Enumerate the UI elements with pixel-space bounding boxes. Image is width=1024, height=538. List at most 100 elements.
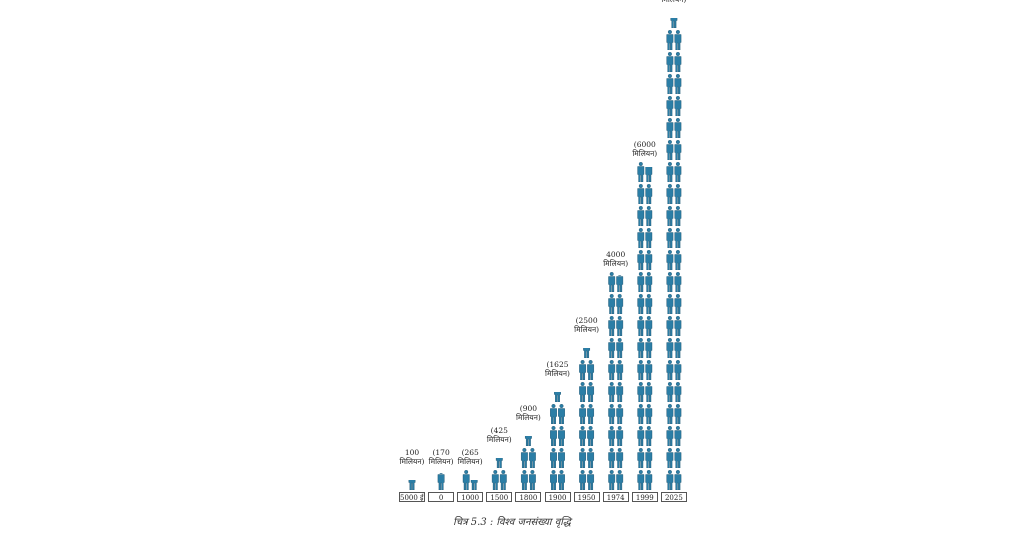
person-head [559, 404, 564, 409]
person-icon [608, 426, 616, 446]
person-body [408, 480, 416, 490]
person-icon [645, 166, 653, 183]
person-icon [616, 426, 624, 446]
person-body [666, 56, 674, 72]
person-icon [525, 436, 532, 446]
person-body [674, 254, 682, 270]
person-icon [637, 404, 645, 424]
person-body [645, 232, 653, 248]
person-body [674, 364, 682, 380]
person-body [550, 452, 557, 468]
person-head [638, 228, 643, 232]
person-icon [608, 404, 616, 424]
x-tick-label: 2025 [660, 492, 687, 502]
person-body [637, 276, 645, 292]
person-head [646, 448, 651, 453]
person-body [579, 430, 586, 446]
caption: चित्र 5.3 : विश्व जनसंख्या वृद्धि [453, 517, 571, 528]
person-head [493, 470, 498, 475]
person-icon [616, 338, 624, 358]
value-label: (425 मिलियन) [486, 426, 512, 444]
person-icon [666, 404, 674, 424]
person-icon [579, 382, 586, 402]
person-icon [521, 448, 528, 468]
person-icon [558, 470, 565, 490]
person-icon [666, 250, 674, 270]
person-icon [579, 448, 586, 468]
person-body [674, 408, 682, 424]
person-body [674, 276, 682, 292]
person-body [608, 452, 616, 468]
person-icon [616, 382, 624, 402]
x-tick-label: 1800 [515, 492, 542, 502]
person-icon [637, 228, 645, 248]
person-head [675, 30, 680, 35]
person-body [637, 254, 645, 270]
person-icon [674, 206, 682, 226]
person-body [666, 364, 674, 380]
person-head [580, 382, 585, 387]
person-head [609, 426, 614, 431]
person-head [667, 316, 672, 321]
person-head [609, 294, 614, 299]
person-body [645, 210, 653, 226]
person-body [666, 100, 674, 116]
person-head [551, 470, 556, 475]
person-body [666, 232, 674, 248]
person-head [667, 448, 672, 453]
person-body [637, 364, 645, 380]
person-icon [608, 470, 616, 490]
person-icon [645, 470, 653, 490]
person-icon [674, 338, 682, 358]
person-icon [550, 426, 557, 446]
x-tick-label: 1900 [544, 492, 571, 502]
person-head [667, 382, 672, 387]
person-head [675, 206, 680, 210]
person-body [521, 452, 528, 468]
person-icon [666, 184, 674, 204]
person-body [645, 320, 653, 336]
person-head [585, 338, 589, 342]
person-icon [674, 448, 682, 468]
person-icon [674, 52, 682, 72]
person-head [472, 470, 476, 474]
person-head [675, 118, 680, 122]
person-head [580, 470, 585, 475]
person-icon [666, 228, 674, 248]
person-icon [470, 470, 478, 490]
person-head [638, 184, 643, 188]
person-icon [666, 74, 674, 94]
x-tick-label: 1000 [457, 492, 484, 502]
person-icon [666, 52, 674, 72]
person-body [558, 430, 565, 446]
person-body [462, 474, 470, 490]
person-body [645, 364, 653, 380]
value-label: (6000 मिलियन) [632, 140, 658, 158]
person-body [645, 408, 653, 424]
person-head [646, 272, 651, 277]
person-head [667, 294, 672, 299]
person-body [608, 276, 616, 292]
person-body [674, 298, 682, 314]
person-head [646, 316, 651, 321]
person-body [674, 166, 682, 182]
person-head [410, 470, 414, 474]
person-head [646, 206, 651, 210]
person-head [667, 338, 672, 343]
person-head [646, 426, 651, 431]
person-body [637, 408, 645, 424]
person-head [617, 404, 622, 409]
person-head [588, 382, 593, 387]
population-column [608, 272, 624, 490]
person-head [646, 404, 651, 409]
person-head [609, 272, 614, 277]
person-icon [521, 470, 528, 490]
person-body [637, 232, 645, 248]
person-icon [608, 360, 616, 380]
person-icon [674, 382, 682, 402]
person-icon [666, 338, 674, 358]
person-head [675, 448, 680, 453]
person-body [674, 34, 682, 50]
person-body [583, 348, 590, 358]
person-body [666, 386, 674, 402]
